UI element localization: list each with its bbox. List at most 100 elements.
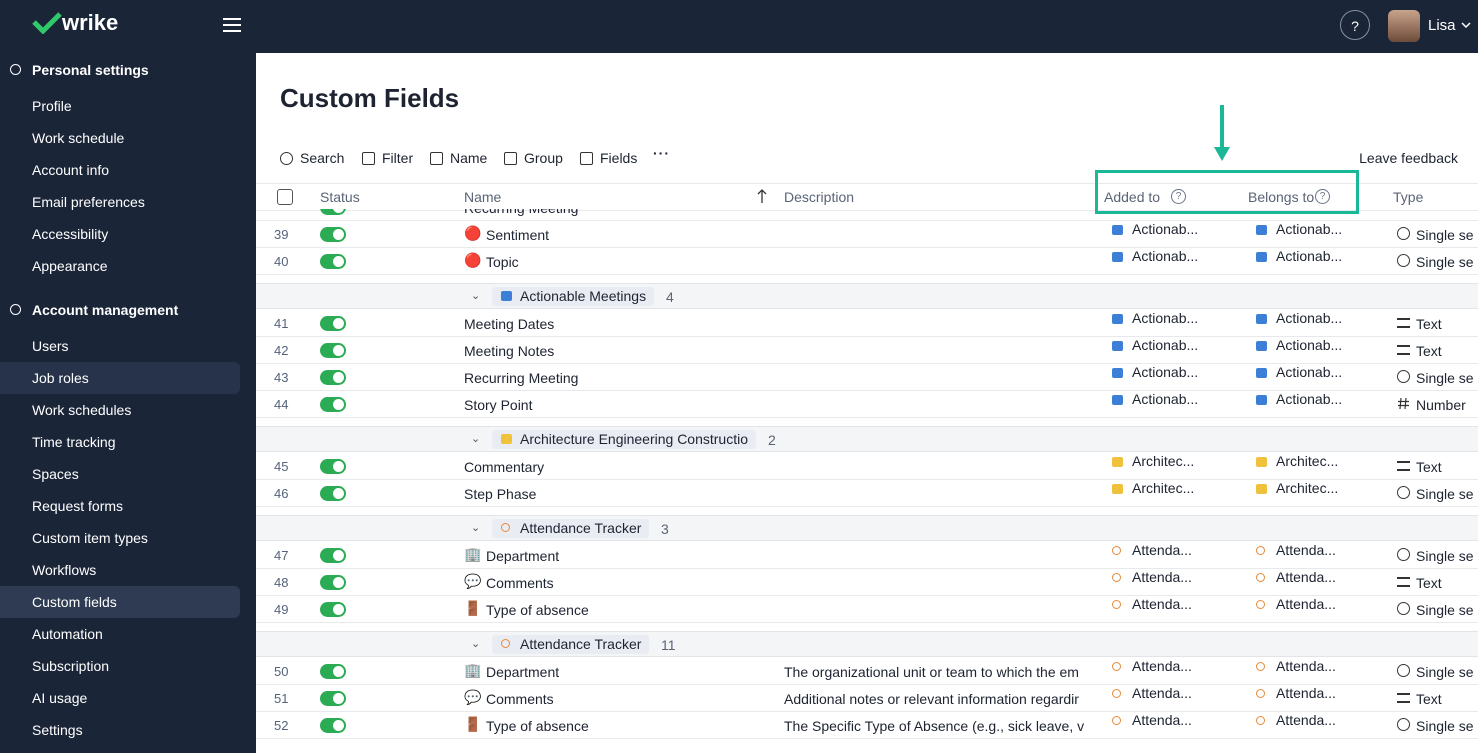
toolbar-label[interactable]: Fields [600, 150, 638, 166]
sidebar-item[interactable]: Custom item types [0, 522, 240, 554]
row-name[interactable]: Commentary [464, 459, 545, 475]
status-toggle[interactable] [320, 691, 346, 706]
logo[interactable]: wrike [62, 10, 119, 35]
group-chevron[interactable]: ⌄ [471, 522, 481, 534]
row-name[interactable]: Type of absence [486, 602, 589, 618]
table-row[interactable]: 50 🏢 Department The organizational unit or … [256, 658, 1478, 685]
chip-label[interactable]: Actionab... [1132, 364, 1199, 380]
status-toggle[interactable] [320, 343, 346, 358]
chip-label[interactable]: Attenda... [1276, 569, 1336, 585]
chip-label[interactable]: Attenda... [1276, 596, 1336, 612]
column-header[interactable]: Status [320, 189, 360, 205]
group-chip[interactable]: Attendance Tracker [492, 519, 650, 538]
chip-label[interactable]: Actionab... [1276, 248, 1343, 264]
group-chevron[interactable]: ⌄ [471, 638, 481, 650]
sidebar-item-label[interactable]: AI usage [32, 690, 88, 706]
toolbar-icon[interactable] [280, 152, 293, 165]
chip-label[interactable]: Attenda... [1132, 658, 1192, 674]
toolbar-label[interactable]: Group [524, 150, 563, 166]
row-name[interactable]: Topic [486, 254, 519, 270]
sidebar-item[interactable]: Job roles [0, 362, 240, 394]
sidebar-item[interactable]: Work schedule [0, 122, 240, 154]
group-chip[interactable]: Actionable Meetings [492, 287, 655, 306]
status-toggle[interactable] [320, 459, 346, 474]
group-chevron[interactable]: ⌄ [471, 290, 481, 302]
sidebar-item-label[interactable]: Appearance [32, 258, 108, 274]
toolbar-icon[interactable] [362, 152, 375, 165]
group-row[interactable]: ⌄ Attendance Tracker 11 [256, 631, 1478, 657]
group-row[interactable]: ⌄ Architecture Engineering Constructio 2 [256, 426, 1478, 452]
table-row[interactable]: Recurring Meeting [256, 209, 1478, 221]
row-name[interactable]: Type of absence [486, 718, 589, 734]
chip-label[interactable]: Actionab... [1132, 391, 1199, 407]
sidebar-item[interactable]: Request forms [0, 490, 240, 522]
user-menu-caret[interactable] [1461, 22, 1471, 29]
sidebar-item-label[interactable]: Account info [32, 162, 110, 178]
sidebar-item[interactable]: Workflows [0, 554, 240, 586]
sidebar-item[interactable]: Subscription [0, 650, 240, 682]
avatar[interactable] [1388, 10, 1420, 42]
chip-label[interactable]: Actionab... [1132, 248, 1199, 264]
table-row[interactable]: 48 💬 Comments Attenda... Attenda... Text [256, 569, 1478, 596]
chip-label[interactable]: Actionab... [1276, 391, 1343, 407]
sidebar-item-label[interactable]: Users [32, 338, 69, 354]
leave-feedback[interactable]: Leave feedback [1359, 150, 1458, 166]
chip-label[interactable]: Attenda... [1132, 712, 1192, 728]
sidebar-item[interactable]: Profile [0, 90, 240, 122]
chip-label[interactable]: Attenda... [1276, 658, 1336, 674]
status-toggle[interactable] [320, 575, 346, 590]
select-all-checkbox[interactable] [277, 189, 293, 205]
sidebar-item-label[interactable]: Workflows [32, 562, 97, 578]
chip-label[interactable]: Actionab... [1132, 337, 1199, 353]
group-chevron[interactable]: ⌄ [471, 433, 481, 445]
table-row[interactable]: 51 💬 Comments Additional notes or relevant … [256, 685, 1478, 712]
status-toggle[interactable] [320, 316, 346, 331]
chip-label[interactable]: Actionab... [1276, 364, 1343, 380]
row-name[interactable]: Sentiment [486, 227, 550, 243]
chip-label[interactable]: Actionab... [1132, 221, 1199, 237]
row-name[interactable]: Meeting Notes [464, 343, 555, 359]
table-row[interactable]: 46 Step Phase Architec... Architec... Single… [256, 480, 1478, 507]
column-header[interactable]: Type [1393, 189, 1424, 205]
chip-label[interactable]: Actionab... [1132, 310, 1199, 326]
sidebar-item[interactable]: Users [0, 330, 240, 362]
more-button[interactable]: ··· [653, 145, 670, 161]
table-row[interactable]: 42 Meeting Notes Actionab... Actionab... Tex… [256, 337, 1478, 364]
row-name[interactable]: Meeting Dates [464, 316, 555, 332]
status-toggle[interactable] [320, 664, 346, 679]
table-row[interactable]: 47 🏢 Department Attenda... Attenda... Single … [256, 542, 1478, 569]
table-row[interactable]: 39 🔴 Sentiment Actionab... Actionab... Single… [256, 221, 1478, 248]
row-name[interactable]: Story Point [464, 397, 533, 413]
sidebar-item[interactable]: Automation [0, 618, 240, 650]
sidebar-item-label[interactable]: Settings [32, 722, 83, 738]
chip-label[interactable]: Actionab... [1276, 310, 1343, 326]
sidebar-item-label[interactable]: Job roles [32, 370, 89, 386]
sidebar-item[interactable]: Settings [0, 714, 240, 746]
sidebar-item[interactable]: Custom fields [0, 586, 240, 618]
chip-label[interactable]: Attenda... [1276, 685, 1336, 701]
row-name[interactable]: Department [486, 548, 560, 564]
help-button[interactable]: ? [1340, 10, 1370, 40]
toolbar-label[interactable]: Filter [382, 150, 414, 166]
status-toggle[interactable] [320, 718, 346, 733]
sidebar-item-label[interactable]: Time tracking [32, 434, 116, 450]
sidebar-item[interactable]: Account info [0, 154, 240, 186]
row-name[interactable]: Recurring Meeting [464, 370, 579, 386]
sort-arrow[interactable] [757, 189, 767, 203]
toolbar-icon[interactable] [430, 152, 443, 165]
column-header[interactable]: Added to [1104, 189, 1161, 205]
status-toggle[interactable] [320, 602, 346, 617]
column-header[interactable]: Name [464, 189, 502, 205]
sidebar-item[interactable]: Work schedules [0, 394, 240, 426]
chip-label[interactable]: Attenda... [1132, 542, 1192, 558]
chip-label[interactable]: Actionab... [1276, 221, 1343, 237]
sidebar-item-label[interactable]: Custom item types [32, 530, 148, 546]
group-row[interactable]: ⌄ Attendance Tracker 3 [256, 515, 1478, 541]
toolbar-icon[interactable] [504, 152, 517, 165]
sidebar-item-label[interactable]: Accessibility [32, 226, 109, 242]
sidebar-item[interactable]: Time tracking [0, 426, 240, 458]
row-name[interactable]: Recurring Meeting [464, 209, 578, 216]
sidebar-item[interactable]: Email preferences [0, 186, 240, 218]
sidebar-item-label[interactable]: Request forms [32, 498, 124, 514]
sidebar-item[interactable]: Accessibility [0, 218, 240, 250]
